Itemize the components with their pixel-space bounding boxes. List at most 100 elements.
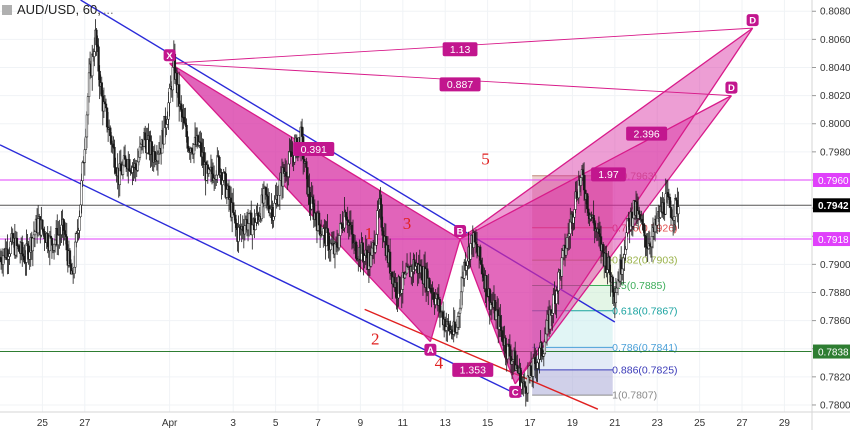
candle-body <box>507 343 510 347</box>
candle-body <box>638 210 641 215</box>
fib-level-label: 0.886(0.7825) <box>612 364 677 376</box>
y-tick-label: 0.8080 <box>820 7 850 18</box>
candle <box>124 157 128 172</box>
candle-body <box>614 292 618 304</box>
candle-body <box>524 386 527 394</box>
candle-body <box>274 199 277 204</box>
candle-body <box>32 234 36 239</box>
candle-body <box>97 46 100 72</box>
candle-body <box>83 149 86 163</box>
candle <box>138 136 142 161</box>
ratio-label: 0.887 <box>447 79 473 91</box>
candle-body <box>557 271 560 291</box>
candle-body <box>537 358 540 364</box>
candle-body <box>516 364 519 370</box>
candle <box>192 143 196 164</box>
candle <box>662 197 665 220</box>
candle-body <box>100 82 103 97</box>
candle-body <box>370 247 374 256</box>
candle-body <box>322 228 325 236</box>
candle-body <box>481 264 484 275</box>
candle <box>146 127 149 155</box>
candle-body <box>465 265 468 271</box>
candle-body <box>457 312 461 317</box>
more-menu-icon[interactable]: ... <box>102 2 114 17</box>
candle-body <box>327 232 330 251</box>
candle-body <box>542 353 545 357</box>
candle <box>177 71 181 122</box>
candle-body <box>480 260 483 265</box>
candle-body <box>57 234 60 246</box>
candle-body <box>664 193 667 215</box>
candle-body <box>564 247 568 256</box>
candle-body <box>631 217 635 227</box>
candle-body <box>561 250 565 259</box>
candle <box>57 221 60 256</box>
candle-body <box>8 253 11 257</box>
ratio-label: 1.353 <box>460 365 486 377</box>
candle-body <box>74 241 77 268</box>
candle-body <box>361 242 364 254</box>
pattern-point-C <box>509 385 522 398</box>
candle-body <box>573 209 576 218</box>
candle-body <box>136 161 139 171</box>
ratio-badge <box>591 167 626 182</box>
candle-body <box>113 146 116 168</box>
candle-body <box>256 213 259 216</box>
candle-body <box>345 216 348 221</box>
candle <box>222 168 225 183</box>
pattern-point-D2 <box>725 81 738 94</box>
candle-body <box>167 102 170 120</box>
candle-body <box>96 44 99 48</box>
candle <box>6 234 9 275</box>
candle <box>153 144 156 168</box>
candle-body <box>190 148 194 153</box>
candle <box>524 385 527 407</box>
candle-body <box>64 234 67 237</box>
x-tick-label: 5 <box>273 418 279 429</box>
candle-body <box>65 236 68 251</box>
candle <box>91 44 94 91</box>
fib-level-label: 0.618(0.7867) <box>612 305 677 317</box>
ratio-label: 2.396 <box>633 128 659 140</box>
candle <box>355 240 358 262</box>
candle-body <box>675 197 678 201</box>
candle-body <box>490 302 494 306</box>
candle-body <box>677 206 680 215</box>
candle-body <box>28 251 31 260</box>
candle-body <box>137 156 141 163</box>
pattern-point-label: A <box>427 345 434 356</box>
candle <box>131 162 134 186</box>
fib-level-label: 0.5(0.7885) <box>612 280 666 292</box>
candle-body <box>264 187 268 195</box>
candle-body <box>579 177 583 186</box>
candle-body <box>77 230 80 234</box>
candle-body <box>532 358 535 377</box>
candle-body <box>333 243 337 255</box>
candle <box>79 204 82 218</box>
y-tick-label: 0.8020 <box>820 91 850 102</box>
candle-body <box>523 381 526 387</box>
candle <box>60 210 63 244</box>
candle-body <box>335 242 339 248</box>
candle-body <box>586 193 589 210</box>
candle-body <box>150 141 153 155</box>
wave-number-1: 1 <box>365 224 374 243</box>
x-tick-label: 13 <box>440 418 452 429</box>
candle-body <box>656 217 659 226</box>
candle-body <box>674 197 677 217</box>
candle-body <box>246 223 250 231</box>
candle-body <box>146 139 149 154</box>
candle-body <box>60 224 63 235</box>
candle-body <box>355 241 358 259</box>
y-tick-label: 0.7800 <box>820 400 850 411</box>
candle-body <box>369 255 373 267</box>
candle-body <box>237 227 240 242</box>
candle-body <box>621 268 624 275</box>
candle-body <box>26 243 29 247</box>
candle-body <box>180 103 183 110</box>
candle-body <box>538 347 541 360</box>
candle <box>33 229 37 248</box>
